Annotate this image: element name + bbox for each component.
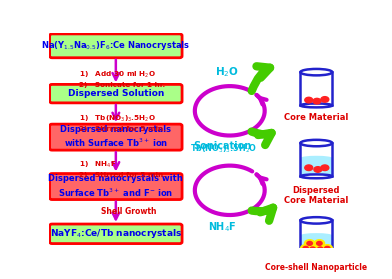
Text: Core-shell Nanoparticle: Core-shell Nanoparticle: [265, 263, 367, 272]
Ellipse shape: [300, 174, 332, 178]
FancyBboxPatch shape: [50, 84, 182, 103]
Text: NH$_4$F: NH$_4$F: [208, 220, 236, 234]
Bar: [300, 143, 332, 176]
Bar: [300, 220, 332, 254]
Ellipse shape: [300, 140, 332, 146]
Circle shape: [305, 97, 313, 103]
Circle shape: [317, 241, 322, 245]
Circle shape: [321, 97, 329, 102]
Text: Sonication: Sonication: [193, 141, 251, 151]
Circle shape: [314, 167, 322, 172]
Circle shape: [305, 165, 313, 170]
Circle shape: [321, 165, 329, 170]
FancyBboxPatch shape: [50, 34, 182, 58]
Text: 1)   Tb(NO$_3$)$_3$.5H$_2$O
2)   Stirred for 5 min.: 1) Tb(NO$_3$)$_3$.5H$_2$O 2) Stirred for…: [79, 114, 166, 132]
Text: Dispersed nanocrystals
with Surface Tb$^{3+}$ ion: Dispersed nanocrystals with Surface Tb$^…: [60, 125, 171, 149]
FancyBboxPatch shape: [50, 174, 182, 199]
Text: Shell Growth: Shell Growth: [101, 207, 156, 216]
Text: H$_2$O: H$_2$O: [215, 65, 239, 79]
Text: Dispersed
Core Material: Dispersed Core Material: [284, 186, 348, 205]
FancyBboxPatch shape: [50, 124, 182, 150]
Circle shape: [314, 240, 325, 247]
Text: Dispersed nanocrystals with
Surface Tb$^{3+}$ and F$^{-}$ ion: Dispersed nanocrystals with Surface Tb$^…: [49, 174, 183, 199]
Text: NaYF$_4$:Ce/Tb nanocrystals: NaYF$_4$:Ce/Tb nanocrystals: [50, 227, 182, 240]
Circle shape: [301, 245, 311, 252]
Ellipse shape: [300, 104, 332, 107]
Circle shape: [313, 98, 321, 104]
Circle shape: [305, 240, 315, 247]
Circle shape: [318, 247, 323, 251]
Circle shape: [307, 241, 312, 245]
Circle shape: [308, 245, 318, 252]
Text: 1)   Add 30 ml H$_2$O
2)   Sonicate for 1 hr.: 1) Add 30 ml H$_2$O 2) Sonicate for 1 hr…: [79, 69, 165, 88]
Circle shape: [315, 245, 325, 252]
Text: Core Material: Core Material: [284, 113, 348, 122]
Bar: [300, 72, 332, 105]
Circle shape: [310, 247, 316, 251]
Text: Tb(NO$_3$)$_3$.5H$_2$O: Tb(NO$_3$)$_3$.5H$_2$O: [190, 142, 258, 155]
Bar: [300, 235, 332, 254]
Ellipse shape: [300, 69, 332, 75]
Ellipse shape: [300, 233, 332, 238]
Text: Na(Y$_{1.5}$Na$_{0.5}$)F$_6$:Ce Nanocrystals: Na(Y$_{1.5}$Na$_{0.5}$)F$_6$:Ce Nanocrys…: [41, 39, 191, 52]
Bar: [300, 158, 332, 176]
Text: 1)   NH$_4$F
2)   Stirred for 5 min.: 1) NH$_4$F 2) Stirred for 5 min.: [79, 160, 166, 178]
Circle shape: [322, 245, 332, 252]
Circle shape: [325, 246, 330, 250]
Ellipse shape: [300, 252, 332, 256]
Ellipse shape: [300, 217, 332, 223]
FancyBboxPatch shape: [50, 224, 182, 244]
Circle shape: [303, 246, 309, 250]
Ellipse shape: [300, 156, 332, 160]
Text: Dispersed Solution: Dispersed Solution: [68, 89, 164, 98]
